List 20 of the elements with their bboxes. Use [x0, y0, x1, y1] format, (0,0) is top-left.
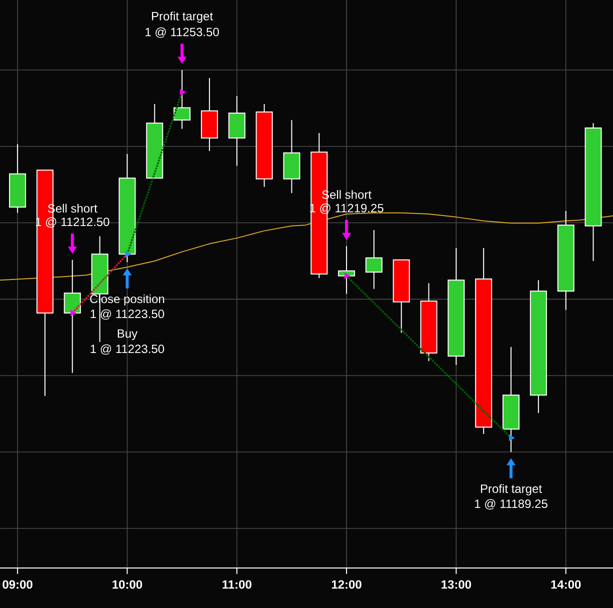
annotation: 1 @ 11223.50: [90, 309, 164, 320]
x-tick-label: 13:00: [442, 580, 472, 589]
x-tick-label: 10:00: [112, 580, 142, 589]
text: 1 @ 11189.25: [475, 499, 548, 510]
point: [70, 310, 76, 316]
x-tick-label: 14:00: [551, 580, 581, 589]
point: [509, 434, 515, 442]
x-tick-label: 09:00: [2, 580, 32, 589]
text: Profit target: [152, 12, 213, 23]
annotation: 1 @ 11223.50: [90, 344, 164, 355]
candlestick: [174, 69, 191, 130]
candlestick: [365, 230, 382, 290]
text: 1 @ 11253.50: [146, 27, 219, 38]
x-tick-label: 12:00: [332, 580, 362, 589]
candlestick: [64, 259, 81, 374]
x-tick-label: 11:00: [222, 580, 252, 589]
text: Profit target: [480, 484, 542, 496]
point: [344, 272, 350, 280]
annotation: Buy: [118, 329, 138, 340]
point: [180, 88, 186, 96]
